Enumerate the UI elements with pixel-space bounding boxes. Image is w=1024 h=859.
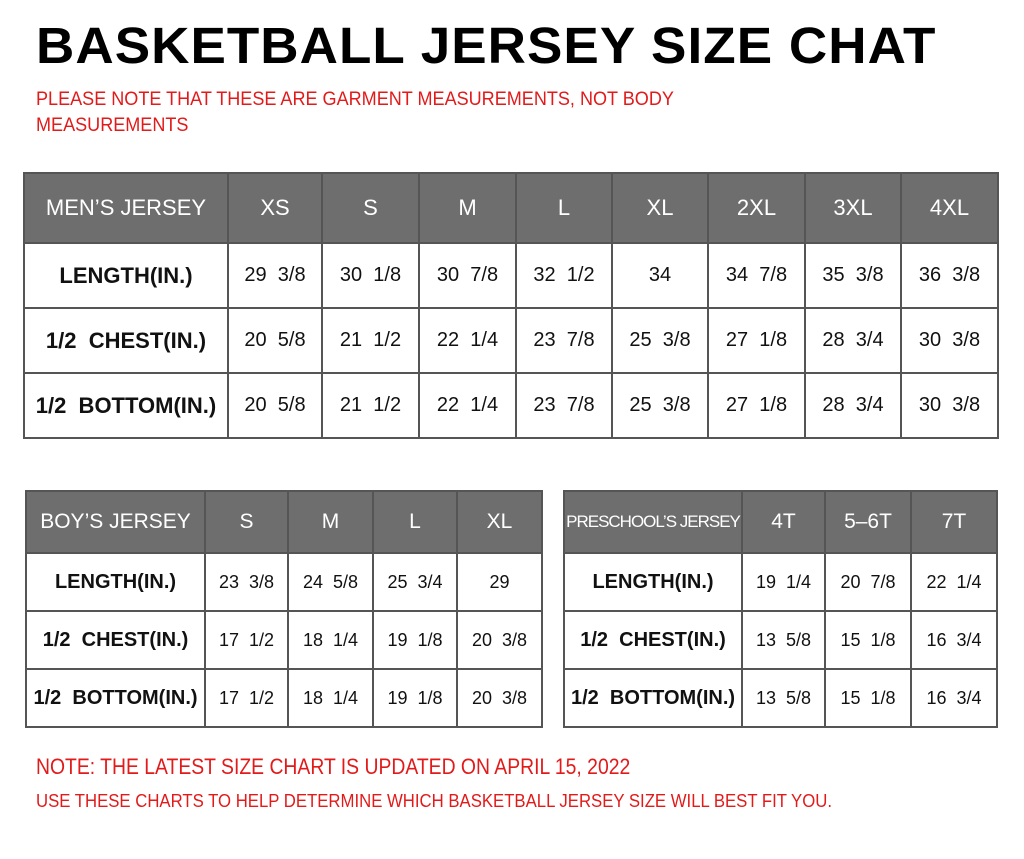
size-header-cell: M xyxy=(287,490,374,554)
size-header-cell: 4T xyxy=(741,490,826,554)
size-header-cell: 3XL xyxy=(804,172,902,244)
size-header-cell: 5–6T xyxy=(824,490,912,554)
size-header-cell: L xyxy=(515,172,613,244)
measurement-value-cell: 28 3/4 xyxy=(804,307,902,374)
measurement-value-cell: 16 3/4 xyxy=(910,668,998,728)
header-row: MEN’S JERSEY XS S M L XL 2XL 3XL 4XL xyxy=(23,172,999,244)
usage-note: USE THESE CHARTS TO HELP DETERMINE WHICH… xyxy=(36,791,832,811)
measurement-value-cell: 15 1/8 xyxy=(824,610,912,670)
measurement-value-cell: 22 1/4 xyxy=(910,552,998,612)
size-header-cell: 7T xyxy=(910,490,998,554)
update-note: NOTE: THE LATEST SIZE CHART IS UPDATED O… xyxy=(36,754,631,779)
measurement-value-cell: 18 1/4 xyxy=(287,610,374,670)
measurement-value-cell: 16 3/4 xyxy=(910,610,998,670)
table-title-cell: BOY’S JERSEY xyxy=(25,490,206,554)
measurement-value-cell: 23 3/8 xyxy=(204,552,289,612)
measurement-value-cell: 19 1/8 xyxy=(372,610,458,670)
measurement-value-cell: 15 1/8 xyxy=(824,668,912,728)
measurement-value-cell: 29 xyxy=(456,552,543,612)
table-row: 1/2 BOTTOM(IN.) 20 5/8 21 1/2 22 1/4 23 7/8 2… xyxy=(23,372,999,439)
boys-size-table: BOY’S JERSEY S M L XL LENGTH(IN.) 23 3/8 24 5/8… xyxy=(25,490,543,728)
measurement-value-cell: 17 1/2 xyxy=(204,668,289,728)
table-row: 1/2 BOTTOM(IN.) 17 1/2 18 1/4 19 1/8 20 3/8 xyxy=(25,668,543,728)
measurement-value-cell: 34 xyxy=(611,242,709,309)
measurement-value-cell: 32 1/2 xyxy=(515,242,613,309)
measurement-value-cell: 30 7/8 xyxy=(418,242,517,309)
measurement-value-cell: 19 1/8 xyxy=(372,668,458,728)
size-header-cell: 2XL xyxy=(707,172,806,244)
size-header-cell: XL xyxy=(611,172,709,244)
measurement-value-cell: 36 3/8 xyxy=(900,242,999,309)
table-title-cell: PRESCHOOL’S JERSEY xyxy=(563,490,743,554)
size-header-cell: S xyxy=(321,172,420,244)
measurement-label-cell: LENGTH(IN.) xyxy=(25,552,206,612)
size-header-cell: S xyxy=(204,490,289,554)
measurement-value-cell: 27 1/8 xyxy=(707,307,806,374)
measurement-label-cell: 1/2 CHEST(IN.) xyxy=(23,307,229,374)
measurement-label-cell: 1/2 BOTTOM(IN.) xyxy=(25,668,206,728)
preschool-size-table: PRESCHOOL’S JERSEY 4T 5–6T 7T LENGTH(IN.) 19 … xyxy=(563,490,998,728)
measurement-value-cell: 30 3/8 xyxy=(900,307,999,374)
measurement-value-cell: 25 3/8 xyxy=(611,307,709,374)
measurement-value-cell: 17 1/2 xyxy=(204,610,289,670)
subtitle-line-1: PLEASE NOTE THAT THESE ARE GARMENT MEASU… xyxy=(36,89,674,110)
measurement-value-cell: 20 5/8 xyxy=(227,307,323,374)
measurement-label-cell: 1/2 BOTTOM(IN.) xyxy=(23,372,229,439)
size-header-cell: M xyxy=(418,172,517,244)
measurement-value-cell: 24 5/8 xyxy=(287,552,374,612)
measurement-value-cell: 18 1/4 xyxy=(287,668,374,728)
measurement-label-cell: LENGTH(IN.) xyxy=(563,552,743,612)
measurement-label-cell: LENGTH(IN.) xyxy=(23,242,229,309)
measurement-value-cell: 21 1/2 xyxy=(321,307,420,374)
page-title: BASKETBALL JERSEY SIZE CHAT xyxy=(36,17,937,74)
measurement-value-cell: 13 5/8 xyxy=(741,668,826,728)
measurement-value-cell: 20 7/8 xyxy=(824,552,912,612)
measurement-value-cell: 19 1/4 xyxy=(741,552,826,612)
measurement-value-cell: 25 3/4 xyxy=(372,552,458,612)
subtitle-line-2: MEASUREMENTS xyxy=(36,115,189,136)
measurement-value-cell: 30 3/8 xyxy=(900,372,999,439)
measurement-value-cell: 35 3/8 xyxy=(804,242,902,309)
measurement-value-cell: 21 1/2 xyxy=(321,372,420,439)
measurement-value-cell: 27 1/8 xyxy=(707,372,806,439)
table-title-cell: MEN’S JERSEY xyxy=(23,172,229,244)
measurement-value-cell: 30 1/8 xyxy=(321,242,420,309)
measurement-label-cell: 1/2 BOTTOM(IN.) xyxy=(563,668,743,728)
measurement-value-cell: 25 3/8 xyxy=(611,372,709,439)
table-row: 1/2 CHEST(IN.) 17 1/2 18 1/4 19 1/8 20 3/8 xyxy=(25,610,543,670)
table-row: 1/2 CHEST(IN.) 20 5/8 21 1/2 22 1/4 23 7/8 25… xyxy=(23,307,999,374)
measurement-value-cell: 23 7/8 xyxy=(515,307,613,374)
table-row: LENGTH(IN.) 19 1/4 20 7/8 22 1/4 xyxy=(563,552,998,612)
table-row: 1/2 BOTTOM(IN.) 13 5/8 15 1/8 16 3/4 xyxy=(563,668,998,728)
header-row: BOY’S JERSEY S M L XL xyxy=(25,490,543,554)
measurement-value-cell: 34 7/8 xyxy=(707,242,806,309)
measurement-value-cell: 28 3/4 xyxy=(804,372,902,439)
measurement-value-cell: 13 5/8 xyxy=(741,610,826,670)
measurement-value-cell: 20 5/8 xyxy=(227,372,323,439)
table-row: LENGTH(IN.) 29 3/8 30 1/8 30 7/8 32 1/2 34 34 … xyxy=(23,242,999,309)
measurement-value-cell: 29 3/8 xyxy=(227,242,323,309)
measurement-value-cell: 23 7/8 xyxy=(515,372,613,439)
size-header-cell: XS xyxy=(227,172,323,244)
measurement-value-cell: 22 1/4 xyxy=(418,307,517,374)
table-row: LENGTH(IN.) 23 3/8 24 5/8 25 3/4 29 xyxy=(25,552,543,612)
measurement-label-cell: 1/2 CHEST(IN.) xyxy=(25,610,206,670)
mens-size-table: MEN’S JERSEY XS S M L XL 2XL 3XL 4XL LENGTH(IN.) 2… xyxy=(23,172,999,439)
size-header-cell: L xyxy=(372,490,458,554)
size-header-cell: XL xyxy=(456,490,543,554)
size-header-cell: 4XL xyxy=(900,172,999,244)
measurement-value-cell: 22 1/4 xyxy=(418,372,517,439)
table-row: 1/2 CHEST(IN.) 13 5/8 15 1/8 16 3/4 xyxy=(563,610,998,670)
header-row: PRESCHOOL’S JERSEY 4T 5–6T 7T xyxy=(563,490,998,554)
measurement-label-cell: 1/2 CHEST(IN.) xyxy=(563,610,743,670)
measurement-value-cell: 20 3/8 xyxy=(456,668,543,728)
measurement-value-cell: 20 3/8 xyxy=(456,610,543,670)
